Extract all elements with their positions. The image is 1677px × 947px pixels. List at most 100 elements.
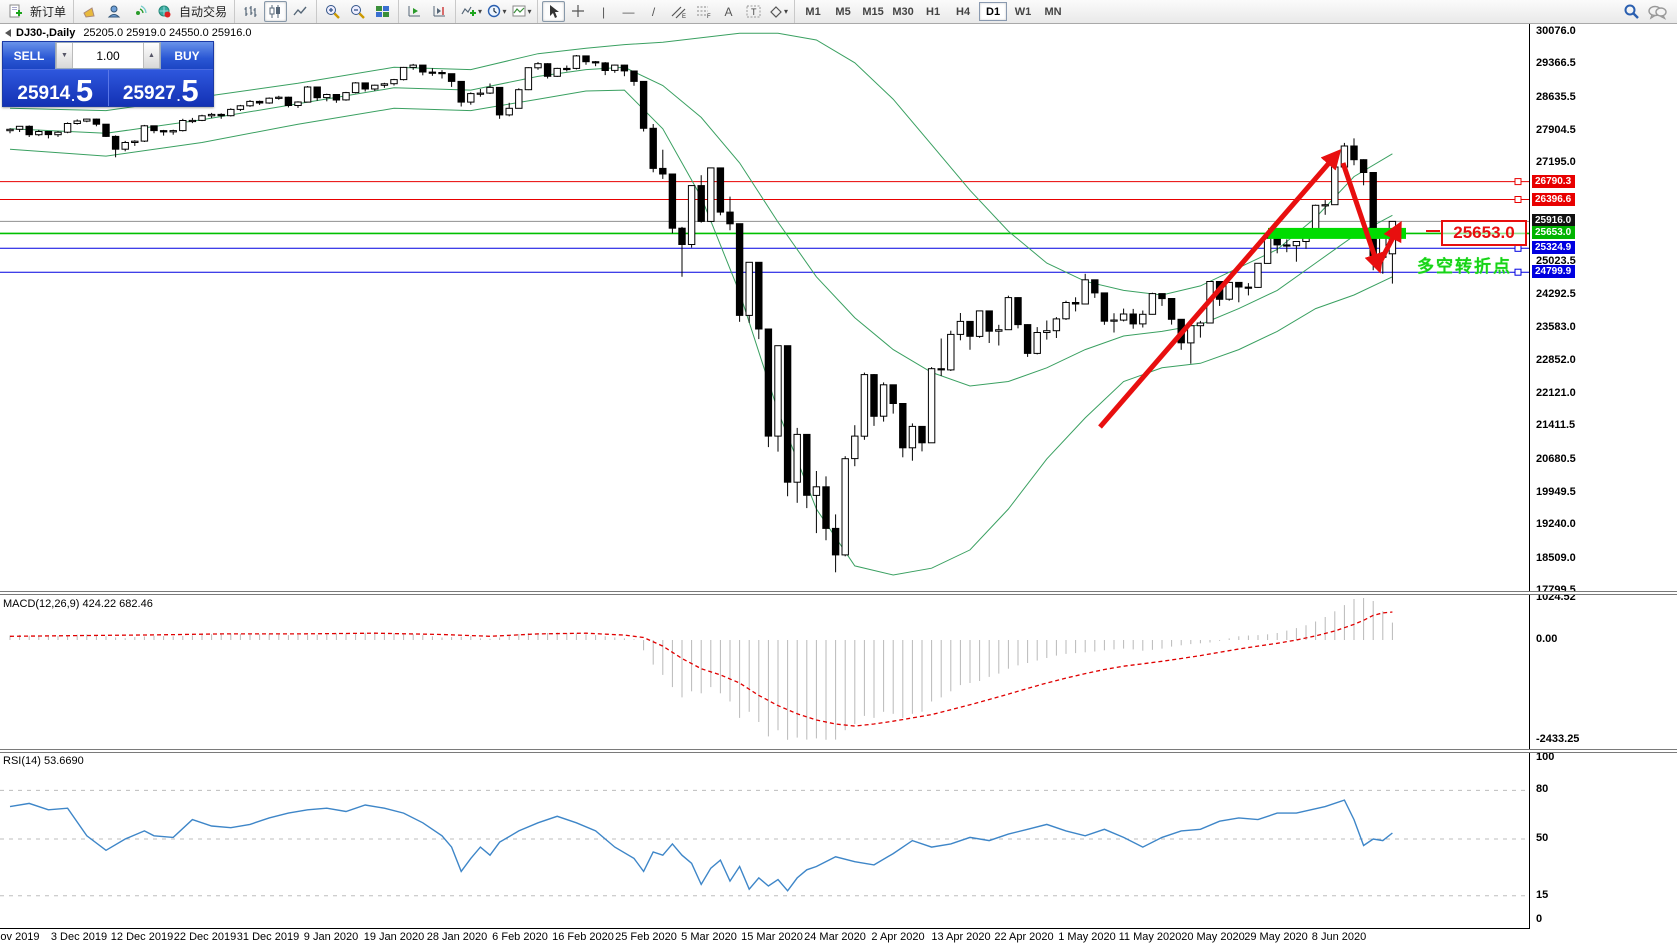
chat-icon[interactable] (1645, 1, 1668, 22)
price-badge-26790.3: 26790.3 (1532, 174, 1576, 188)
line-chart-icon[interactable] (289, 1, 312, 22)
date-tick-label: 15 Mar 2020 (741, 931, 803, 943)
date-tick-label: 16 Feb 2020 (552, 931, 614, 943)
periods-clock-icon[interactable]: ▾ (485, 1, 508, 22)
volume-increase-button[interactable]: ▲ (143, 43, 160, 68)
bar-chart-icon[interactable] (239, 1, 262, 22)
sell-price-dot: . (71, 89, 75, 104)
timeframe-button-m1[interactable]: M1 (805, 5, 821, 18)
price-tick-label: 22852.0 (1536, 353, 1576, 366)
signals-icon[interactable] (128, 1, 151, 22)
horizontal-line-icon[interactable]: — (622, 4, 635, 19)
equidistant-channel-icon[interactable]: E (667, 1, 690, 22)
text-label-icon[interactable]: T (742, 1, 765, 22)
sell-button[interactable]: SELL (3, 42, 55, 69)
new-order-label[interactable]: 新订单 (30, 5, 67, 19)
trend-arrow[interactable] (1375, 220, 1402, 268)
timeframe-button-m5[interactable]: M5 (835, 5, 851, 18)
date-tick-label: 5 Mar 2020 (681, 931, 737, 943)
sell-price-frac: 5 (75, 72, 94, 108)
periods-caret-icon[interactable]: ▾ (502, 7, 507, 16)
level-callout-box[interactable]: 25653.0 (1441, 220, 1527, 246)
date-tick-label: 22 Dec 2019 (173, 931, 237, 943)
pane-separator-macd[interactable] (0, 591, 1677, 595)
text-icon[interactable]: A (724, 4, 733, 19)
timeframe-bar: M1 M5 M15 M30 H1 H4 D1 W1 MN (795, 0, 1071, 23)
date-tick-label: 28 Jan 2020 (426, 931, 488, 943)
shapes-caret-icon[interactable]: ▾ (784, 7, 789, 16)
green-level-bar[interactable] (1268, 227, 1406, 239)
megaphone-icon[interactable] (78, 1, 101, 22)
main-pane[interactable] (0, 32, 1529, 576)
date-tick-label: 8 Jun 2020 (1311, 931, 1367, 943)
price-tick-label: 28635.5 (1536, 90, 1576, 103)
timeframe-button-m30[interactable]: M30 (892, 5, 914, 18)
date-tick-label: 3 Dec 2019 (50, 931, 108, 943)
volume-input[interactable]: 1.00 (73, 43, 143, 68)
timeframe-button-h4[interactable]: H4 (956, 5, 971, 18)
sell-price-display[interactable]: 25914 . 5 (3, 70, 109, 106)
date-tick-label: 12 Dec 2019 (110, 931, 174, 943)
timeframe-button-h1[interactable]: H1 (926, 5, 941, 18)
toolbar-group-zoom (317, 0, 400, 23)
date-tick-label: 2 Apr 2020 (871, 931, 925, 943)
candle-chart-icon[interactable] (264, 1, 288, 22)
new-order-icon[interactable] (4, 1, 27, 22)
price-axis[interactable]: 30076.0 29366.5 28635.5 27904.5 27195.0 25023… (1530, 24, 1677, 929)
buy-price-frac: 5 (181, 72, 199, 108)
autotrading-icon[interactable] (153, 1, 176, 22)
search-icon[interactable] (1620, 1, 1643, 22)
tile-windows-icon[interactable] (371, 1, 394, 22)
rsi-axis-label: 0 (1536, 913, 1543, 925)
rsi-axis-label: 100 (1536, 751, 1555, 763)
templates-caret-icon[interactable]: ▾ (527, 7, 532, 16)
trendline-icon[interactable]: / (651, 4, 656, 19)
buy-price-display[interactable]: 25927 . 5 (108, 70, 213, 108)
rsi-axis-label: 80 (1536, 783, 1549, 796)
zoom-in-icon[interactable] (321, 1, 344, 22)
publisher-icon[interactable] (103, 1, 126, 22)
volume-decrease-button[interactable]: ▼ (56, 43, 73, 68)
date-tick-label: Nov 2019 (0, 931, 40, 943)
auto-scroll-icon[interactable] (403, 1, 426, 22)
vertical-line-icon[interactable]: | (601, 4, 606, 19)
bollinger-upper (9, 32, 1393, 296)
rsi-axis-label: 15 (1536, 888, 1549, 901)
chart-ohlc-header: DJ30-,Daily 25205.0 25919.0 24550.0 25916… (4, 27, 252, 39)
cursor-icon[interactable] (542, 1, 566, 22)
crosshair-icon[interactable] (567, 1, 590, 22)
autotrading-label[interactable]: 自动交易 (179, 5, 228, 19)
price-badge-25324.9: 25324.9 (1532, 241, 1576, 255)
chart-shift-icon[interactable] (428, 1, 451, 22)
trend-arrow[interactable] (1340, 162, 1384, 274)
one-click-toggle-icon[interactable] (5, 29, 11, 37)
one-click-trading-panel: SELL ▼ 1.00 ▲ BUY 25914 . 5 25927 . 5 (2, 41, 214, 107)
timeframe-button-m15[interactable]: M15 (862, 5, 884, 18)
timeframe-button-mn[interactable]: MN (1044, 5, 1062, 18)
rsi-label: RSI(14) 53.6690 (3, 755, 84, 767)
turning-point-note[interactable]: 多空转折点 (1417, 257, 1512, 276)
shapes-icon[interactable]: ▾ (767, 1, 790, 22)
ohlc-values: 25205.0 25919.0 24550.0 25916.0 (83, 27, 252, 39)
fibonacci-icon[interactable]: F (692, 1, 715, 22)
buy-button[interactable]: BUY (161, 42, 213, 69)
timeframe-button-d1[interactable]: D1 (979, 2, 1008, 21)
svg-text:T: T (751, 7, 757, 17)
indicators-caret-icon[interactable]: ▾ (478, 7, 483, 16)
price-badge-25653.0: 25653.0 (1532, 226, 1576, 240)
price-tick-label: 22121.0 (1536, 387, 1576, 400)
timeframe-button-w1[interactable]: W1 (1014, 5, 1032, 18)
trend-arrow[interactable] (1098, 148, 1342, 429)
indicators-add-icon[interactable]: ▾ (460, 1, 483, 22)
macd-pane[interactable] (9, 598, 1393, 740)
price-badge-25916.0: 25916.0 (1532, 214, 1576, 228)
price-tick-label: 21411.5 (1536, 419, 1576, 432)
templates-icon[interactable]: ▾ (510, 1, 533, 22)
zoom-out-icon[interactable] (346, 1, 369, 22)
rsi-pane[interactable] (0, 789, 1529, 897)
pane-separator-rsi[interactable] (0, 749, 1677, 753)
buy-price-int: 25927 (122, 83, 176, 104)
